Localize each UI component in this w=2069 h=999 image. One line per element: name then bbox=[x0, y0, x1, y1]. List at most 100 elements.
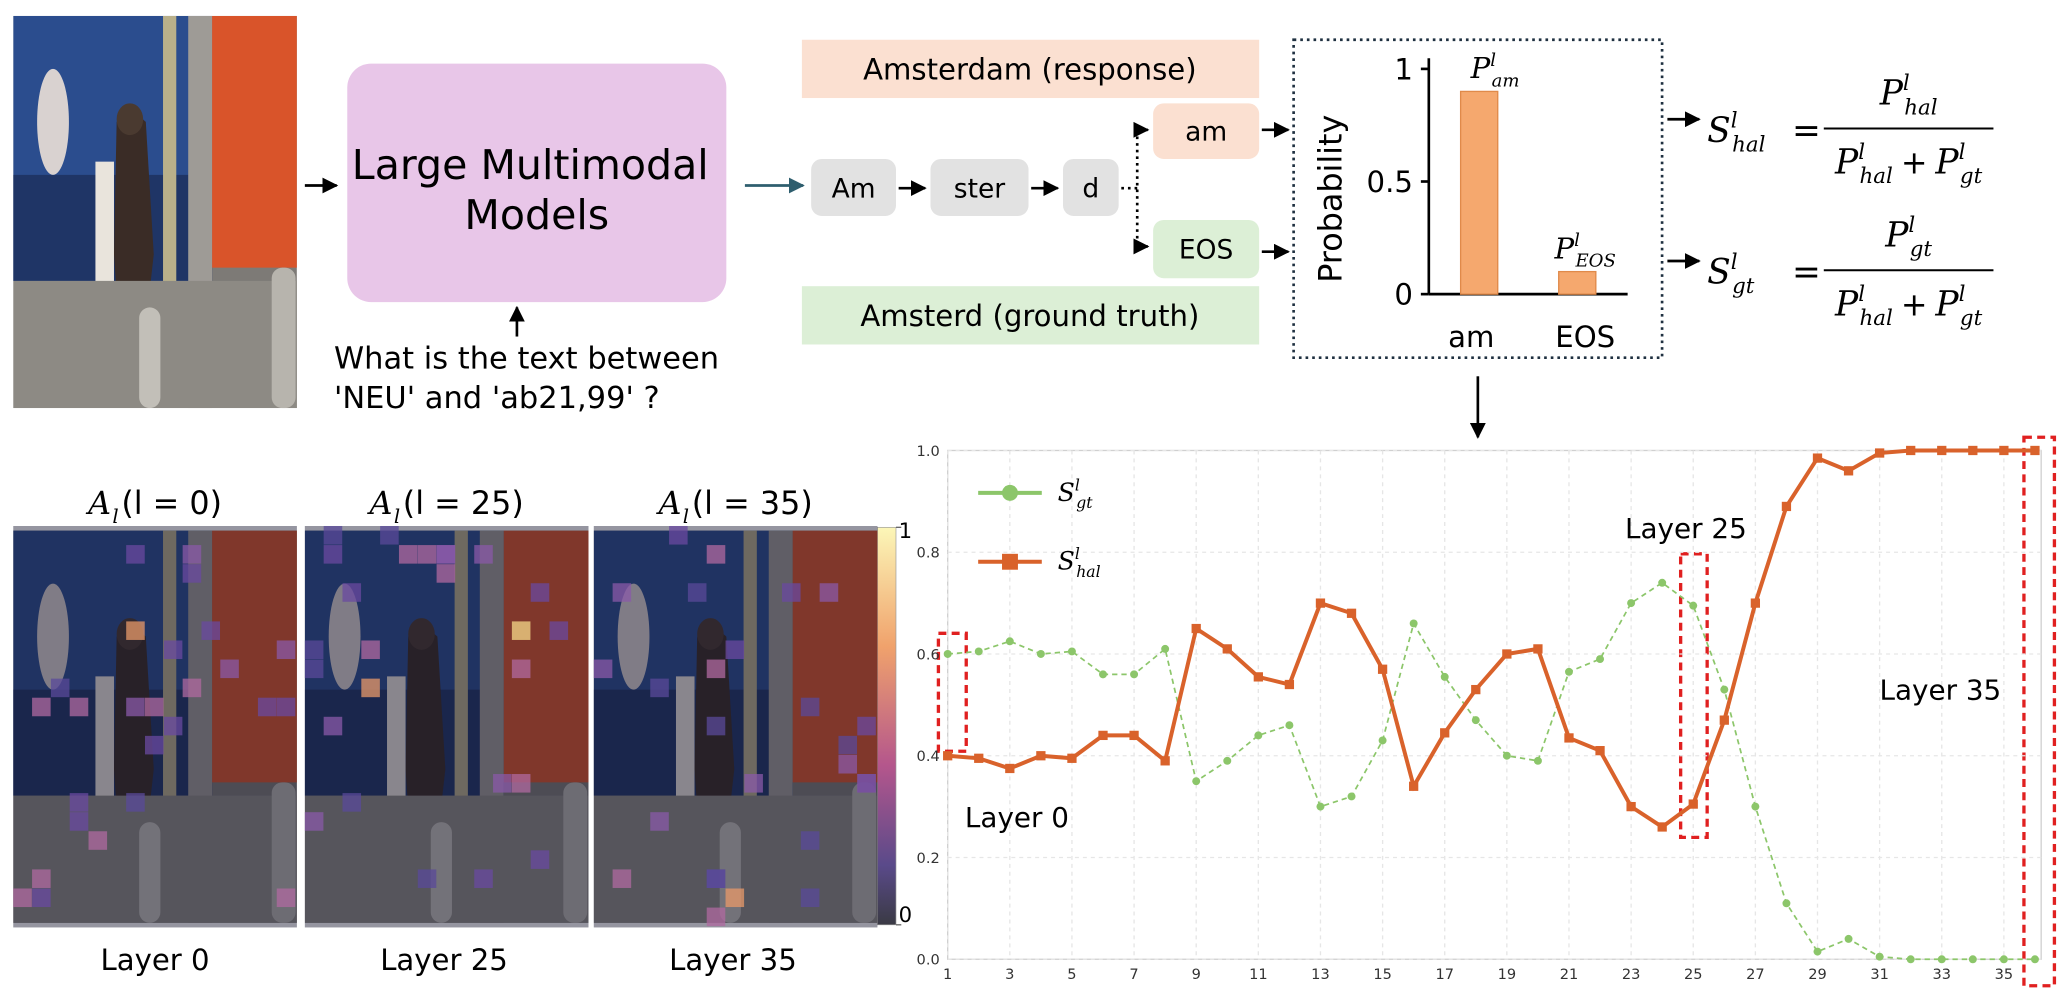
model-label: Large Multimodal Models bbox=[352, 141, 722, 239]
point bbox=[1750, 598, 1761, 608]
point bbox=[1533, 644, 1543, 654]
attention-cell bbox=[800, 697, 820, 717]
point bbox=[1377, 664, 1388, 674]
attention-cell bbox=[530, 583, 550, 602]
point bbox=[943, 650, 952, 658]
math-arg: (l = 35) bbox=[692, 485, 813, 522]
point bbox=[1596, 655, 1605, 664]
model-label-line: Models bbox=[464, 191, 609, 239]
point bbox=[1533, 756, 1542, 765]
attention-cell bbox=[706, 907, 726, 927]
question-line: What is the text between bbox=[334, 341, 719, 376]
attention-cell bbox=[323, 716, 343, 736]
point bbox=[1875, 952, 1884, 961]
y-tick-label: 0 bbox=[1394, 278, 1413, 312]
point bbox=[1751, 802, 1760, 811]
point bbox=[1223, 756, 1232, 765]
math-sup: l bbox=[1731, 108, 1738, 133]
x-tick-label: 15 bbox=[1373, 966, 1392, 983]
attention-cell bbox=[145, 735, 164, 755]
equals: = bbox=[1792, 111, 1821, 151]
attention-cell bbox=[857, 774, 876, 793]
attention-cell bbox=[782, 583, 801, 602]
math-sub: l bbox=[683, 505, 689, 528]
bar bbox=[1459, 90, 1499, 295]
equals: = bbox=[1792, 253, 1821, 293]
math-text: Al (l = 25) bbox=[367, 485, 524, 528]
point bbox=[1564, 733, 1574, 743]
point bbox=[1565, 667, 1573, 676]
x-tick-label: 21 bbox=[1560, 966, 1579, 983]
math-text: Sl gt bbox=[1058, 476, 1094, 512]
math-text: Pl gt bbox=[1934, 140, 1982, 189]
math-group: Pl hal bbox=[1879, 71, 1938, 120]
math-text: Al (l = 35) bbox=[655, 485, 812, 528]
math-text: Pl hal bbox=[1834, 140, 1893, 189]
legend-marker bbox=[1002, 484, 1018, 501]
attention-cell bbox=[436, 545, 456, 564]
attention-cell bbox=[88, 831, 108, 850]
x-tick-label: EOS bbox=[1555, 320, 1615, 354]
attention-cell bbox=[706, 869, 726, 888]
ground-truth-label: Amsterd (ground truth) bbox=[860, 299, 1199, 333]
candidate-box bbox=[1153, 103, 1260, 159]
math-base: P bbox=[1934, 284, 1959, 324]
math-sup: l bbox=[1858, 282, 1865, 307]
attention-cell bbox=[857, 716, 876, 736]
math-sub: gt bbox=[1960, 164, 1983, 189]
attention-cell bbox=[69, 793, 89, 812]
heatmap-shade bbox=[13, 525, 297, 928]
attention-cell bbox=[32, 697, 51, 717]
token-box bbox=[930, 158, 1029, 216]
attention-cell bbox=[706, 659, 726, 679]
attention-cell bbox=[687, 583, 707, 602]
candidate: EOS bbox=[1179, 234, 1233, 265]
attention-cell bbox=[744, 774, 763, 793]
point bbox=[1067, 647, 1076, 656]
token: d bbox=[1082, 173, 1099, 204]
attention-cell bbox=[276, 697, 296, 717]
attention-cell bbox=[474, 869, 493, 888]
attention-cell bbox=[530, 850, 550, 869]
attention-cell bbox=[511, 621, 531, 640]
attention-cell bbox=[838, 754, 858, 774]
y-tick-label: 0.4 bbox=[917, 748, 940, 765]
math-text: Pl EOS bbox=[1554, 230, 1616, 271]
point bbox=[1937, 445, 1947, 456]
candidate: am bbox=[1185, 116, 1227, 147]
attention-cell bbox=[163, 640, 183, 660]
attention-cell bbox=[549, 621, 569, 640]
operator: + bbox=[1901, 145, 1928, 182]
x-tick-label: 9 bbox=[1192, 966, 1201, 983]
math-sub: EOS bbox=[1574, 251, 1615, 272]
attention-cell bbox=[725, 640, 745, 660]
math-base: A bbox=[655, 485, 681, 522]
point bbox=[1099, 670, 1107, 679]
token-box bbox=[1062, 158, 1119, 216]
math-text: Pl gt bbox=[1934, 282, 1982, 331]
attention-cell bbox=[126, 545, 145, 564]
point bbox=[1502, 751, 1511, 760]
math-base: P bbox=[1834, 284, 1859, 324]
x-tick-label: 35 bbox=[1995, 966, 2014, 983]
attention-cell bbox=[669, 525, 688, 545]
point bbox=[1471, 716, 1480, 725]
attention-cell bbox=[612, 869, 632, 888]
point bbox=[1161, 644, 1170, 653]
math-group: Pl am bbox=[1470, 50, 1520, 91]
math-base: A bbox=[85, 485, 111, 522]
point bbox=[1222, 644, 1232, 654]
point bbox=[1254, 731, 1263, 740]
math-base: P bbox=[1834, 143, 1859, 183]
x-tick-label: 31 bbox=[1870, 966, 1889, 983]
point bbox=[1999, 445, 2009, 456]
point bbox=[1813, 947, 1822, 956]
candidate-box bbox=[1153, 219, 1260, 279]
point bbox=[1005, 637, 1014, 646]
y-axis-label: Probability bbox=[1312, 115, 1349, 283]
point bbox=[1999, 955, 2008, 964]
point bbox=[1968, 445, 1978, 456]
attention-cell bbox=[304, 812, 324, 831]
point bbox=[1098, 730, 1108, 741]
attention-cell bbox=[612, 583, 632, 602]
